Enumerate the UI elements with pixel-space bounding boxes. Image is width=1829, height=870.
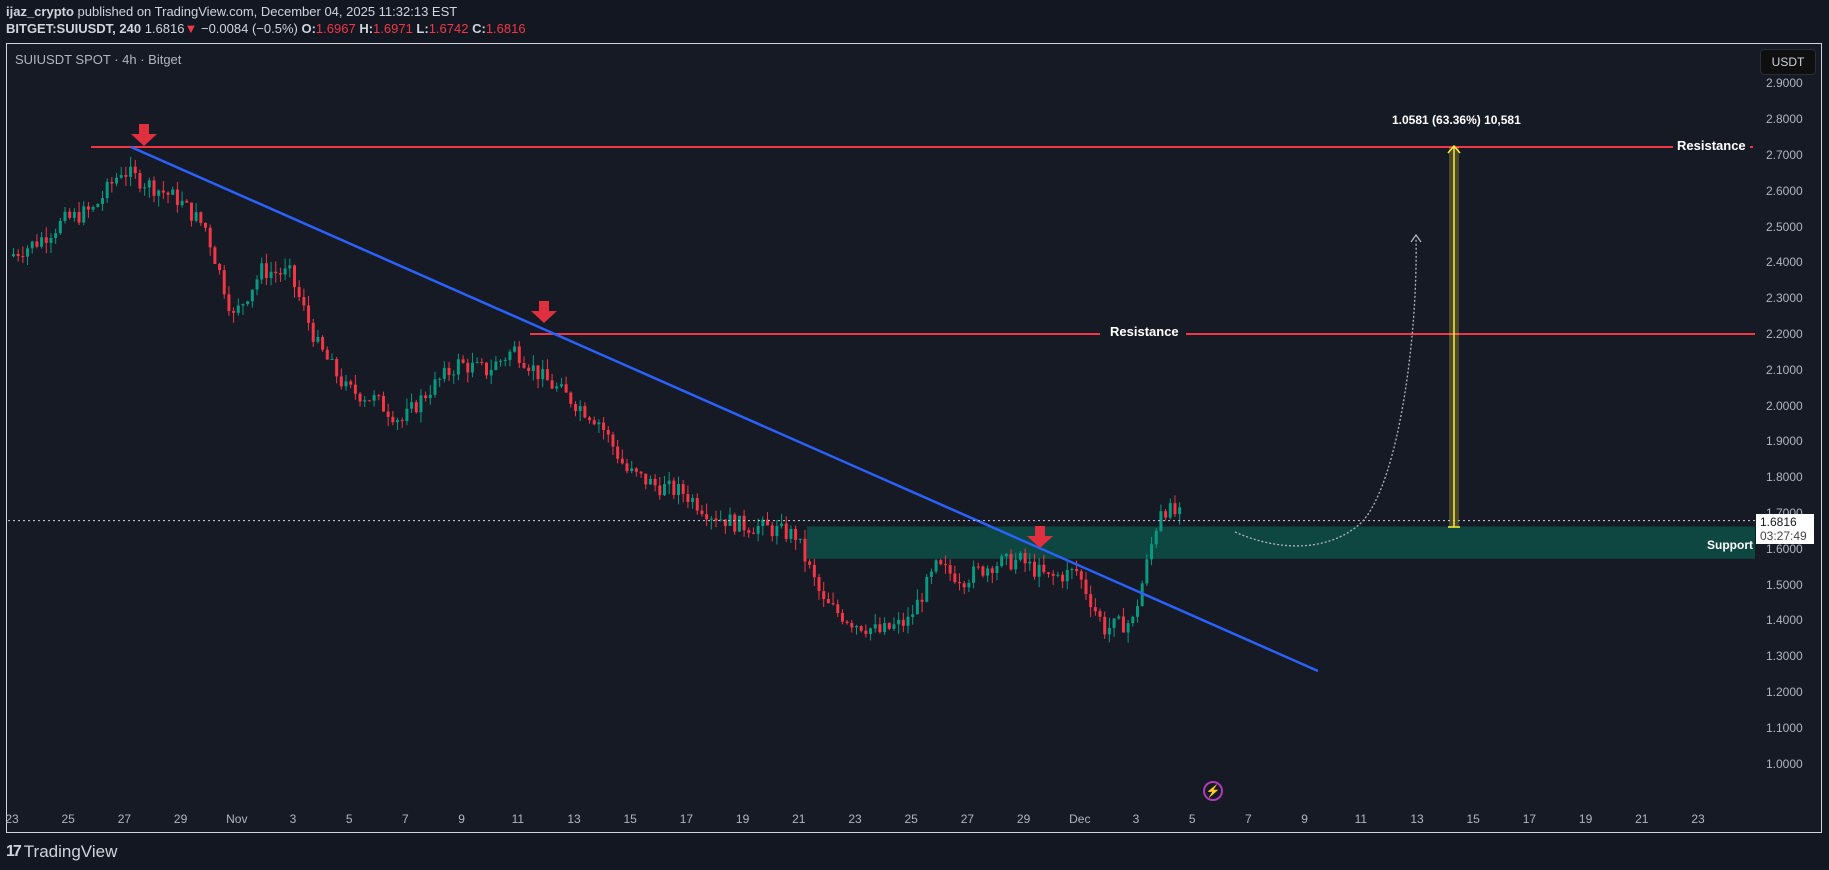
time-axis-label: 19	[1578, 812, 1593, 826]
projection-arc[interactable]	[1234, 237, 1417, 547]
arrow-head-icon	[1410, 233, 1422, 243]
time-axis-label: 23	[5, 812, 19, 826]
time-axis-label: 11	[1354, 812, 1368, 826]
high-label: H:	[359, 21, 374, 36]
resistance-top-label: Resistance	[1673, 138, 1750, 153]
open-value: 1.6967	[315, 21, 356, 36]
close-value: 1.6816	[485, 21, 526, 36]
support-zone[interactable]	[807, 526, 1755, 559]
price-axis-label: 2.5000	[1766, 219, 1803, 234]
current-price-tag: 1.6816 03:27:49	[1756, 514, 1814, 544]
price-axis-label: 2.8000	[1766, 112, 1803, 127]
time-axis-label: 21	[792, 812, 806, 826]
price-axis-label: 2.4000	[1766, 255, 1803, 270]
time-axis-label: 3	[1132, 812, 1140, 826]
price-axis-label: 1.4000	[1766, 613, 1803, 628]
price-axis-label: 2.9000	[1766, 76, 1803, 91]
time-axis-label: 9	[458, 812, 465, 826]
price-axis-label: 1.1000	[1766, 720, 1803, 735]
time-axis-label: 27	[960, 812, 975, 826]
bolt-icon[interactable]: ⚡	[1203, 781, 1223, 801]
open-label: O:	[301, 21, 316, 36]
price-axis-label: 2.6000	[1766, 183, 1803, 198]
price-axis-label: 1.2000	[1766, 685, 1803, 699]
chart-pane[interactable]	[6, 43, 1822, 833]
price-axis-label: 1.0000	[1766, 756, 1803, 771]
price-axis-label: 1.3000	[1766, 649, 1803, 664]
price-axis-label: 2.3000	[1766, 291, 1803, 306]
published-text: published on TradingView.com, December 0…	[77, 4, 458, 19]
time-axis-label: 29	[1016, 812, 1031, 826]
price-axis-label: 1.9000	[1766, 434, 1803, 449]
time-axis-label: 21	[1635, 812, 1649, 826]
time-axis-label: 29	[173, 812, 188, 826]
down-arrow-icon	[531, 301, 557, 323]
price-change: −0.0084 (−0.5%)	[200, 21, 298, 36]
author-name[interactable]: ijaz_crypto	[6, 4, 74, 19]
time-axis-label: 3	[289, 812, 297, 826]
trendline[interactable]	[130, 145, 1319, 673]
time-axis-label: 25	[904, 812, 918, 826]
time-axis-label: 9	[1301, 812, 1308, 826]
time-axis-label: 13	[567, 812, 581, 826]
low-value: 1.6742	[428, 21, 469, 36]
brand-name: TradingView	[23, 842, 118, 861]
time-axis-label: 5	[1188, 812, 1196, 826]
time-axis-label: 25	[61, 812, 75, 826]
bar-countdown: 03:27:49	[1760, 529, 1807, 543]
ohlc-bar: BITGET:SUIUSDT, 240 1.6816▼ −0.0084 (−0.…	[6, 21, 526, 36]
time-axis-label: 7	[1245, 812, 1252, 826]
price-axis-label: 2.1000	[1766, 362, 1803, 377]
time-axis-label: 15	[1466, 812, 1480, 826]
symbol-label: BITGET:SUIUSDT, 240	[6, 21, 142, 36]
time-axis-label: 15	[623, 812, 637, 826]
currency-button[interactable]: USDT	[1760, 49, 1816, 75]
tradingview-brand[interactable]: 17 TradingView	[6, 842, 117, 862]
down-arrow-icon	[131, 124, 157, 146]
time-axis-label: 7	[402, 812, 409, 826]
time-axis-label: 27	[117, 812, 132, 826]
last-price: 1.6816	[144, 21, 185, 36]
publish-info: ijaz_crypto published on TradingView.com…	[6, 4, 457, 19]
chart-symbol-title: SUIUSDT SPOT · 4h · Bitget	[15, 52, 182, 67]
time-axis-label: 17	[679, 812, 694, 826]
price-axis-label: 1.8000	[1766, 470, 1803, 485]
price-axis-label: 1.5000	[1766, 577, 1803, 592]
time-axis-label: 13	[1410, 812, 1424, 826]
time-axis-label: 11	[511, 812, 525, 826]
time-axis-label: 23	[848, 812, 862, 826]
time-axis-label: 23	[1691, 812, 1705, 826]
price-axis-label: 2.2000	[1766, 327, 1803, 341]
time-axis-label: Dec	[1069, 812, 1091, 826]
measure-label: 1.0581 (63.36%) 10,581	[1392, 113, 1521, 127]
low-label: L:	[416, 21, 429, 36]
candles	[12, 156, 1182, 643]
time-axis-label: 5	[345, 812, 353, 826]
price-axis-label: 1.6000	[1766, 541, 1803, 556]
current-price: 1.6816	[1760, 515, 1797, 529]
tradingview-logo-icon: 17	[6, 843, 22, 860]
down-arrow-icon	[1027, 526, 1053, 548]
time-axis-label: 19	[735, 812, 750, 826]
high-value: 1.6971	[373, 21, 413, 36]
down-arrow-icon: ▼	[184, 21, 198, 36]
price-axis-label: 2.0000	[1766, 398, 1803, 413]
price-axis-label: 2.7000	[1766, 148, 1803, 162]
resistance-mid-label: Resistance	[1106, 324, 1183, 339]
time-axis-label: 17	[1522, 812, 1537, 826]
time-axis-label: Nov	[226, 812, 248, 826]
close-label: C:	[472, 21, 486, 36]
support-label: Support	[1707, 538, 1753, 552]
